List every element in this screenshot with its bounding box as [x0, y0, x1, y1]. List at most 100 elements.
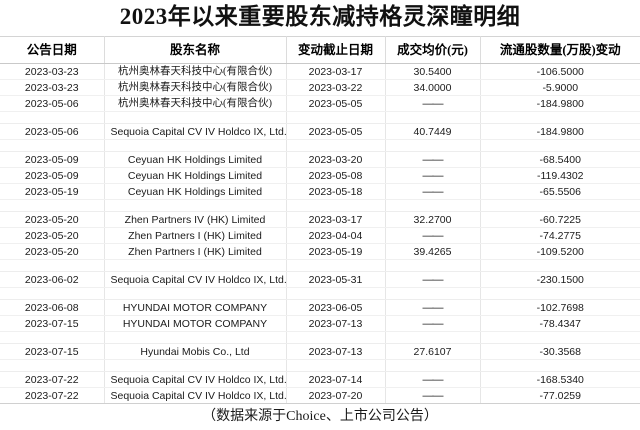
- cell-announce-date: 2023-05-20: [0, 227, 105, 244]
- group-separator-cell: [286, 199, 386, 212]
- group-separator-cell: [286, 139, 386, 152]
- cell-shareholder-name: HYUNDAI MOTOR COMPANY: [104, 315, 287, 332]
- table-header: 公告日期 股东名称 变动截止日期 成交均价(元) 流通股数量(万股)变动: [0, 36, 640, 64]
- column-header-announce-date: 公告日期: [0, 36, 105, 64]
- cell-change-end-date: 2023-03-22: [286, 79, 386, 96]
- table-row: 2023-05-20 Zhen Partners I (HK) Limited 20…: [0, 227, 640, 244]
- cell-avg-price: ——: [385, 183, 481, 200]
- table-row: 2023-03-23 杭州奥林春天科技中心(有限合伙) 2023-03-17 30.5…: [0, 63, 640, 80]
- cell-shareholder-name: Ceyuan HK Holdings Limited: [104, 183, 287, 200]
- cell-change-end-date: 2023-05-08: [286, 167, 386, 184]
- data-source-note: （数据来源于Choice、上市公司公告）: [202, 409, 438, 424]
- cell-change-end-date: 2023-03-17: [286, 63, 386, 80]
- group-separator-cell: [286, 287, 386, 300]
- table-row: 2023-05-20 Zhen Partners I (HK) Limited 20…: [0, 243, 640, 260]
- cell-avg-price: 34.0000: [385, 79, 481, 96]
- cell-shareholder-name: Sequoia Capital CV IV Holdco IX, Ltd.: [104, 387, 287, 404]
- cell-shares-change: -109.5200: [480, 243, 640, 260]
- table-row: 2023-07-22 Sequoia Capital CV IV Holdco I…: [0, 387, 640, 404]
- table-row: 2023-06-02 Sequoia Capital CV IV Holdco I…: [0, 271, 640, 288]
- group-separator-cell: [385, 199, 481, 212]
- group-separator-cell: [0, 287, 105, 300]
- group-separator-cell: [480, 331, 640, 344]
- group-separator-cell: [104, 331, 287, 344]
- group-separator-cell: [286, 259, 386, 272]
- cell-change-end-date: 2023-04-04: [286, 227, 386, 244]
- table-row: 2023-07-15 HYUNDAI MOTOR COMPANY 2023-07-1…: [0, 315, 640, 332]
- cell-change-end-date: 2023-06-05: [286, 299, 386, 316]
- group-separator-cell: [480, 111, 640, 124]
- group-separator-cell: [0, 111, 105, 124]
- shareholder-reduction-table: 公告日期 股东名称 变动截止日期 成交均价(元) 流通股数量(万股)变动 202…: [0, 36, 640, 404]
- table-row: 2023-05-06 Sequoia Capital CV IV Holdco I…: [0, 123, 640, 140]
- column-header-shareholder-name: 股东名称: [104, 36, 287, 64]
- cell-announce-date: 2023-05-20: [0, 211, 105, 228]
- cell-shares-change: -102.7698: [480, 299, 640, 316]
- group-separator-cell: [0, 259, 105, 272]
- cell-avg-price: ——: [385, 299, 481, 316]
- cell-shares-change: -65.5506: [480, 183, 640, 200]
- cell-change-end-date: 2023-03-17: [286, 211, 386, 228]
- cell-shares-change: -30.3568: [480, 343, 640, 360]
- table-row: 2023-05-19 Ceyuan HK Holdings Limited 2023…: [0, 183, 640, 200]
- group-separator-cell: [480, 199, 640, 212]
- group-separator-cell: [480, 359, 640, 372]
- cell-shareholder-name: Ceyuan HK Holdings Limited: [104, 151, 287, 168]
- cell-avg-price: ——: [385, 227, 481, 244]
- cell-announce-date: 2023-07-15: [0, 315, 105, 332]
- cell-change-end-date: 2023-07-13: [286, 343, 386, 360]
- group-separator-row: [0, 199, 640, 212]
- group-separator-cell: [385, 259, 481, 272]
- group-separator-cell: [480, 259, 640, 272]
- group-separator-cell: [286, 331, 386, 344]
- cell-shares-change: -106.5000: [480, 63, 640, 80]
- column-header-avg-price: 成交均价(元): [385, 36, 481, 64]
- table-row: 2023-07-22 Sequoia Capital CV IV Holdco I…: [0, 371, 640, 388]
- cell-shareholder-name: Sequoia Capital CV IV Holdco IX, Ltd.: [104, 123, 287, 140]
- cell-change-end-date: 2023-05-05: [286, 123, 386, 140]
- group-separator-cell: [0, 199, 105, 212]
- cell-avg-price: ——: [385, 151, 481, 168]
- cell-shareholder-name: 杭州奥林春天科技中心(有限合伙): [104, 63, 287, 80]
- group-separator-cell: [480, 287, 640, 300]
- cell-change-end-date: 2023-05-18: [286, 183, 386, 200]
- cell-shares-change: -119.4302: [480, 167, 640, 184]
- cell-avg-price: 39.4265: [385, 243, 481, 260]
- table-row: 2023-07-15 Hyundai Mobis Co., Ltd 2023-07-…: [0, 343, 640, 360]
- cell-shares-change: -60.7225: [480, 211, 640, 228]
- group-separator-cell: [385, 139, 481, 152]
- cell-announce-date: 2023-07-15: [0, 343, 105, 360]
- cell-announce-date: 2023-06-08: [0, 299, 105, 316]
- column-header-shares-change: 流通股数量(万股)变动: [480, 36, 640, 64]
- cell-shareholder-name: Sequoia Capital CV IV Holdco IX, Ltd.: [104, 371, 287, 388]
- cell-avg-price: ——: [385, 387, 481, 404]
- group-separator-cell: [104, 199, 287, 212]
- group-separator-row: [0, 359, 640, 372]
- group-separator-row: [0, 111, 640, 124]
- group-separator-row: [0, 259, 640, 272]
- group-separator-cell: [104, 139, 287, 152]
- cell-avg-price: ——: [385, 167, 481, 184]
- cell-shares-change: -77.0259: [480, 387, 640, 404]
- cell-announce-date: 2023-05-19: [0, 183, 105, 200]
- table-header-row: 公告日期 股东名称 变动截止日期 成交均价(元) 流通股数量(万股)变动: [0, 36, 640, 64]
- group-separator-cell: [385, 331, 481, 344]
- cell-avg-price: ——: [385, 95, 481, 112]
- cell-announce-date: 2023-05-06: [0, 123, 105, 140]
- cell-announce-date: 2023-06-02: [0, 271, 105, 288]
- group-separator-cell: [286, 359, 386, 372]
- cell-change-end-date: 2023-07-13: [286, 315, 386, 332]
- group-separator-cell: [480, 139, 640, 152]
- cell-announce-date: 2023-05-09: [0, 151, 105, 168]
- group-separator-cell: [385, 287, 481, 300]
- group-separator-cell: [0, 331, 105, 344]
- cell-avg-price: 30.5400: [385, 63, 481, 80]
- cell-change-end-date: 2023-07-20: [286, 387, 386, 404]
- cell-avg-price: 32.2700: [385, 211, 481, 228]
- group-separator-cell: [286, 111, 386, 124]
- table-body: 2023-03-23 杭州奥林春天科技中心(有限合伙) 2023-03-17 30.5…: [0, 63, 640, 404]
- cell-announce-date: 2023-07-22: [0, 387, 105, 404]
- group-separator-cell: [104, 111, 287, 124]
- cell-shareholder-name: 杭州奥林春天科技中心(有限合伙): [104, 79, 287, 96]
- cell-shares-change: -184.9800: [480, 123, 640, 140]
